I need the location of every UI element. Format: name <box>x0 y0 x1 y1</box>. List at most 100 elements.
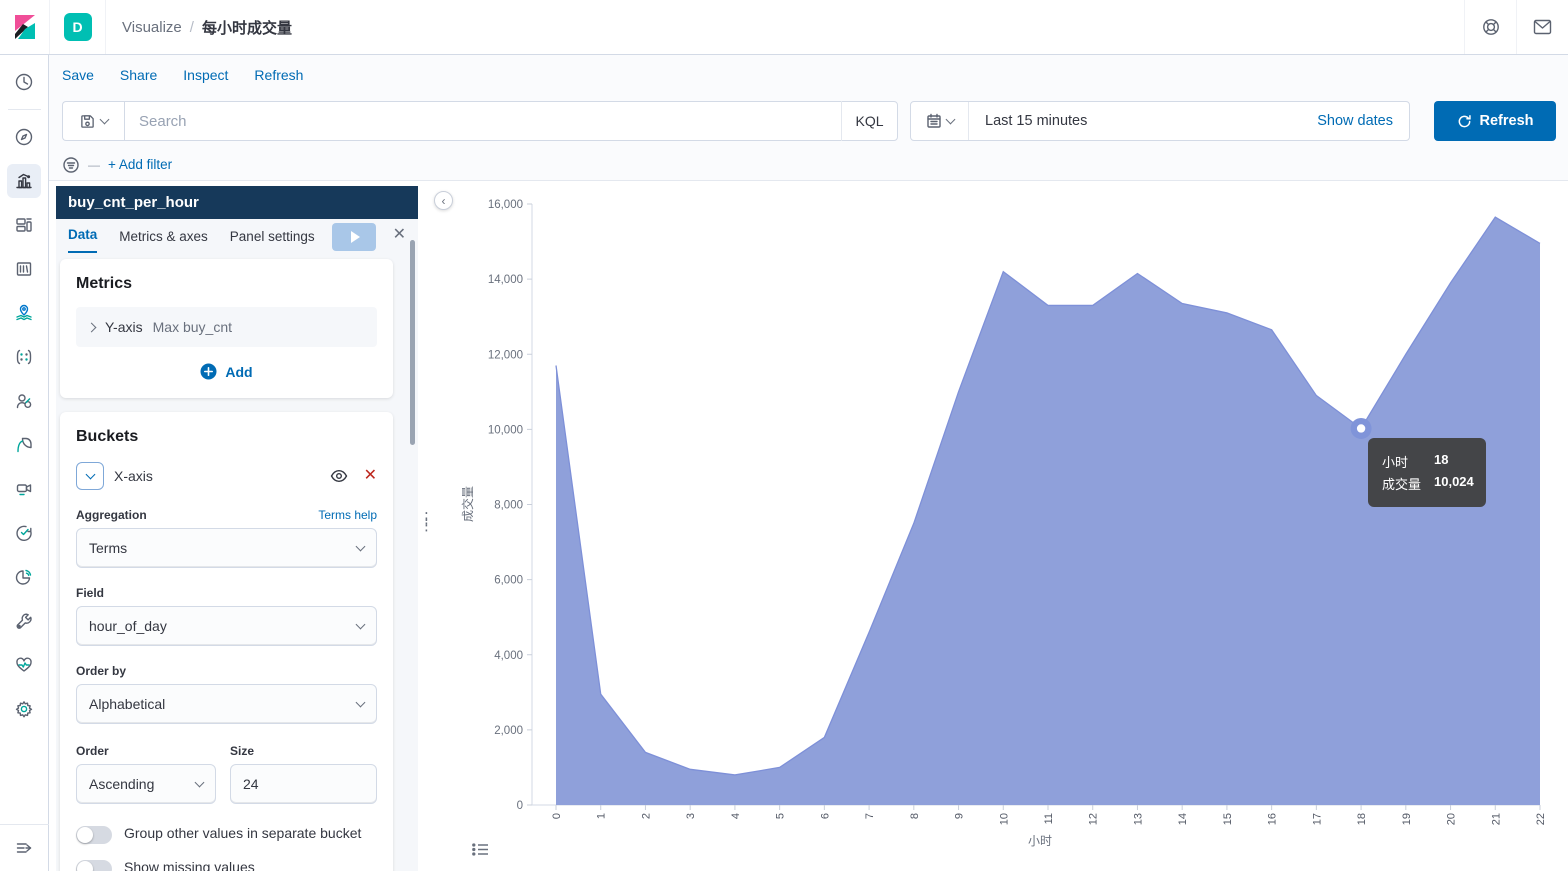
help-button[interactable] <box>1464 0 1516 54</box>
order-select[interactable]: Ascending <box>76 764 216 804</box>
x-tick-label[interactable]: 11 <box>1043 813 1055 824</box>
refresh-button[interactable]: Refresh <box>1434 101 1556 141</box>
chevron-right-icon <box>86 322 97 332</box>
field-select[interactable]: hour_of_day <box>76 606 377 646</box>
kql-button[interactable]: KQL <box>841 101 897 141</box>
collapse-bucket-button[interactable] <box>76 462 104 490</box>
time-range-value[interactable]: Last 15 minutes <box>985 113 1088 129</box>
area-series-line <box>555 216 1541 776</box>
x-tick-label[interactable]: 5 <box>775 813 787 819</box>
show-dates-link[interactable]: Show dates <box>1317 113 1393 129</box>
rail-stack-monitoring[interactable] <box>7 648 41 682</box>
size-input[interactable] <box>230 764 377 804</box>
filter-icon[interactable] <box>62 156 80 174</box>
machine-learning-icon <box>16 349 32 365</box>
x-tick-label[interactable]: 7 <box>864 813 876 819</box>
rail-management[interactable] <box>7 692 41 726</box>
order-by-select[interactable]: Alphabetical <box>76 684 377 724</box>
x-tick-label[interactable]: 21 <box>1490 813 1502 825</box>
menu-share[interactable]: Share <box>119 66 158 83</box>
rail-maps[interactable] <box>7 296 41 330</box>
rail-watcher[interactable] <box>7 516 41 550</box>
x-tick-label[interactable]: 2 <box>640 813 652 819</box>
show-missing-toggle[interactable] <box>76 860 112 871</box>
area-series[interactable] <box>556 217 1540 806</box>
tab-metrics-axes[interactable]: Metrics & axes <box>119 229 208 244</box>
x-tick-label[interactable]: 3 <box>685 813 697 819</box>
tooltip-value: 10,024 <box>1434 474 1474 489</box>
x-tick-label[interactable]: 8 <box>909 813 921 819</box>
eye-icon[interactable] <box>330 469 348 483</box>
aggregation-select[interactable]: Terms <box>76 528 377 568</box>
editor-scroll-area[interactable]: Metrics Y-axis Max buy_cnt Add Buckets <box>56 253 418 871</box>
x-tick-label[interactable]: 13 <box>1132 813 1144 825</box>
terms-help-link[interactable]: Terms help <box>318 508 377 522</box>
x-tick-label[interactable]: 6 <box>819 813 831 819</box>
x-tick-label[interactable]: 22 <box>1535 813 1547 825</box>
rail-uptime[interactable] <box>7 472 41 506</box>
metric-row-label: Y-axis <box>105 319 143 335</box>
rail-discover[interactable] <box>7 120 41 154</box>
menu-refresh[interactable]: Refresh <box>254 66 304 83</box>
x-tick-label[interactable]: 19 <box>1401 813 1413 825</box>
remove-bucket-button[interactable]: ✕ <box>363 467 377 484</box>
main-content: buy_cnt_per_hour Data Metrics & axes Pan… <box>49 181 1568 871</box>
x-tick-label[interactable]: 4 <box>730 813 742 819</box>
aggregation-label-row: Aggregation Terms help <box>76 508 377 522</box>
newsfeed-button[interactable] <box>1516 0 1568 54</box>
order-value: Ascending <box>89 776 155 792</box>
x-tick-label[interactable]: 18 <box>1356 813 1368 825</box>
x-tick-label[interactable]: 15 <box>1222 813 1234 825</box>
apply-changes-button[interactable] <box>332 223 376 251</box>
x-tick-label[interactable]: 10 <box>998 813 1010 825</box>
rail-apm[interactable] <box>7 428 41 462</box>
date-popover-button[interactable] <box>911 102 969 140</box>
rail-graph[interactable] <box>7 384 41 418</box>
search-input[interactable] <box>125 112 841 130</box>
rail-dashboard[interactable] <box>7 208 41 242</box>
metric-yaxis-row[interactable]: Y-axis Max buy_cnt <box>76 307 377 347</box>
kibana-logo[interactable] <box>0 0 49 54</box>
add-metric-button[interactable]: Add <box>76 363 377 380</box>
chart-svg[interactable]: 0 2,000 4,000 6,000 8,000 10,000 12,000 14,000 1… <box>455 186 1568 871</box>
close-editor-button[interactable]: ✕ <box>392 226 406 243</box>
menu-inspect[interactable]: Inspect <box>183 66 229 83</box>
x-tick-label[interactable]: 17 <box>1311 813 1323 825</box>
editor-scrollbar[interactable] <box>410 240 415 445</box>
group-other-label: Group other values in separate bucket <box>124 825 362 841</box>
rail-recently-viewed[interactable] <box>7 65 41 99</box>
x-tick-label[interactable]: 12 <box>1088 813 1100 825</box>
rail-canvas[interactable] <box>7 252 41 286</box>
filter-bar: — + Add filter <box>49 148 1568 181</box>
time-picker: Last 15 minutes Show dates <box>910 101 1410 141</box>
bar-chart-icon <box>16 173 32 189</box>
x-tick-label[interactable]: 9 <box>954 813 966 819</box>
order-by-label-row: Order by <box>76 664 377 678</box>
group-other-toggle[interactable] <box>76 826 112 844</box>
collapse-sidebar-button[interactable]: ‹ <box>434 191 453 210</box>
menu-save[interactable]: Save <box>62 66 94 83</box>
rail-divider <box>7 109 41 110</box>
saved-query-button[interactable] <box>62 101 124 141</box>
space-switcher[interactable]: D <box>49 0 105 54</box>
chevron-down-icon <box>194 777 205 788</box>
rail-visualize[interactable] <box>7 164 41 198</box>
watcher-icon <box>16 525 32 542</box>
x-tick-label[interactable]: 20 <box>1446 813 1458 825</box>
filter-dash: — <box>88 157 100 172</box>
menu-bar: Save Share Inspect Refresh <box>49 55 1568 94</box>
add-filter-link[interactable]: + Add filter <box>108 157 173 172</box>
rail-collapse-menu[interactable] <box>7 831 41 865</box>
breadcrumb-section[interactable]: Visualize <box>122 18 182 36</box>
rail-dev-tools[interactable] <box>7 604 41 638</box>
x-tick-label[interactable]: 16 <box>1267 813 1279 825</box>
x-tick-label[interactable]: 1 <box>596 813 608 819</box>
legend-toggle-icon[interactable] <box>472 843 488 856</box>
rail-metrics[interactable] <box>7 560 41 594</box>
tab-panel-settings[interactable]: Panel settings <box>229 229 315 244</box>
x-tick-label[interactable]: 14 <box>1177 813 1189 825</box>
rail-machine-learning[interactable] <box>7 340 41 374</box>
x-tick-label[interactable]: 0 <box>551 813 563 819</box>
panel-resize-handle[interactable]: ⋮ ⋮ <box>419 510 434 534</box>
tab-data[interactable]: Data <box>68 227 98 253</box>
